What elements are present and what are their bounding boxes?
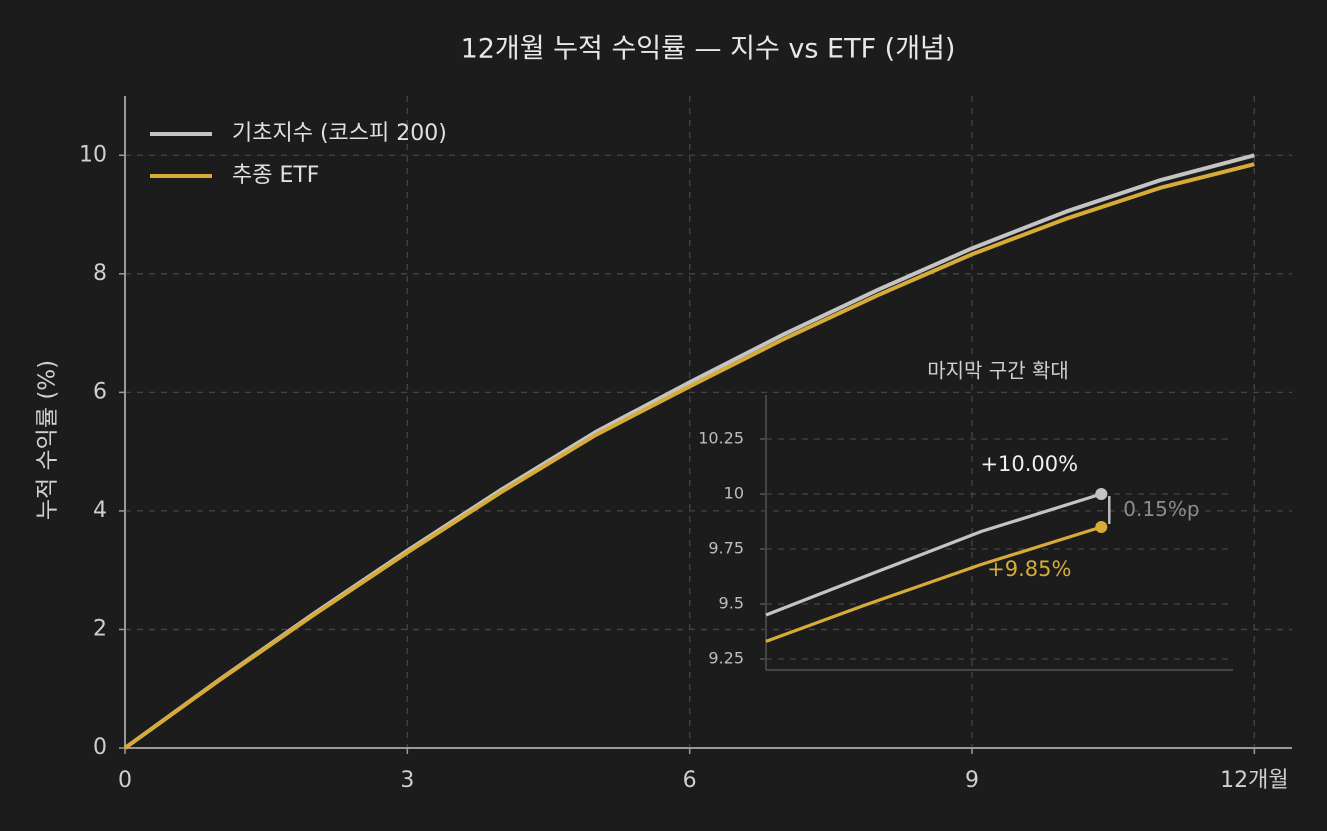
chart-title: 12개월 누적 수익률 — 지수 vs ETF (개념) <box>461 34 956 65</box>
y-tick-label: 9.75 <box>708 539 744 558</box>
series-line <box>123 162 1255 750</box>
value-label: +10.00% <box>980 452 1078 476</box>
y-tick-label: 10.25 <box>698 429 744 448</box>
y-tick-label: 6 <box>93 379 107 404</box>
end-point <box>1095 488 1108 500</box>
y-axis-label: 누적 수익률 (%) <box>35 360 61 520</box>
x-tick-label: 0 <box>118 768 132 793</box>
gap-label: 0.15%p <box>1123 497 1199 521</box>
series-line <box>765 525 1102 643</box>
x-tick-label: 6 <box>683 768 697 793</box>
end-point <box>1095 521 1108 533</box>
x-tick-label: 3 <box>400 768 414 793</box>
y-tick-label: 8 <box>93 261 107 286</box>
value-label: +9.85% <box>987 557 1071 581</box>
x-tick-label: 9 <box>965 768 979 793</box>
y-tick-label: 2 <box>93 616 107 641</box>
y-tick-label: 4 <box>93 498 107 523</box>
series-line <box>765 492 1102 617</box>
y-tick-label: 9.25 <box>708 649 744 668</box>
y-tick-label: 10 <box>79 142 107 167</box>
y-tick-label: 10 <box>724 484 744 503</box>
legend-label: 추종 ETF <box>232 163 319 188</box>
x-tick-label: 12개월 <box>1220 768 1288 793</box>
inset-title: 마지막 구간 확대 <box>927 359 1069 383</box>
legend-label: 기초지수 (코스피 200) <box>232 121 447 146</box>
y-tick-label: 0 <box>93 735 107 760</box>
y-tick-label: 9.5 <box>719 594 744 613</box>
